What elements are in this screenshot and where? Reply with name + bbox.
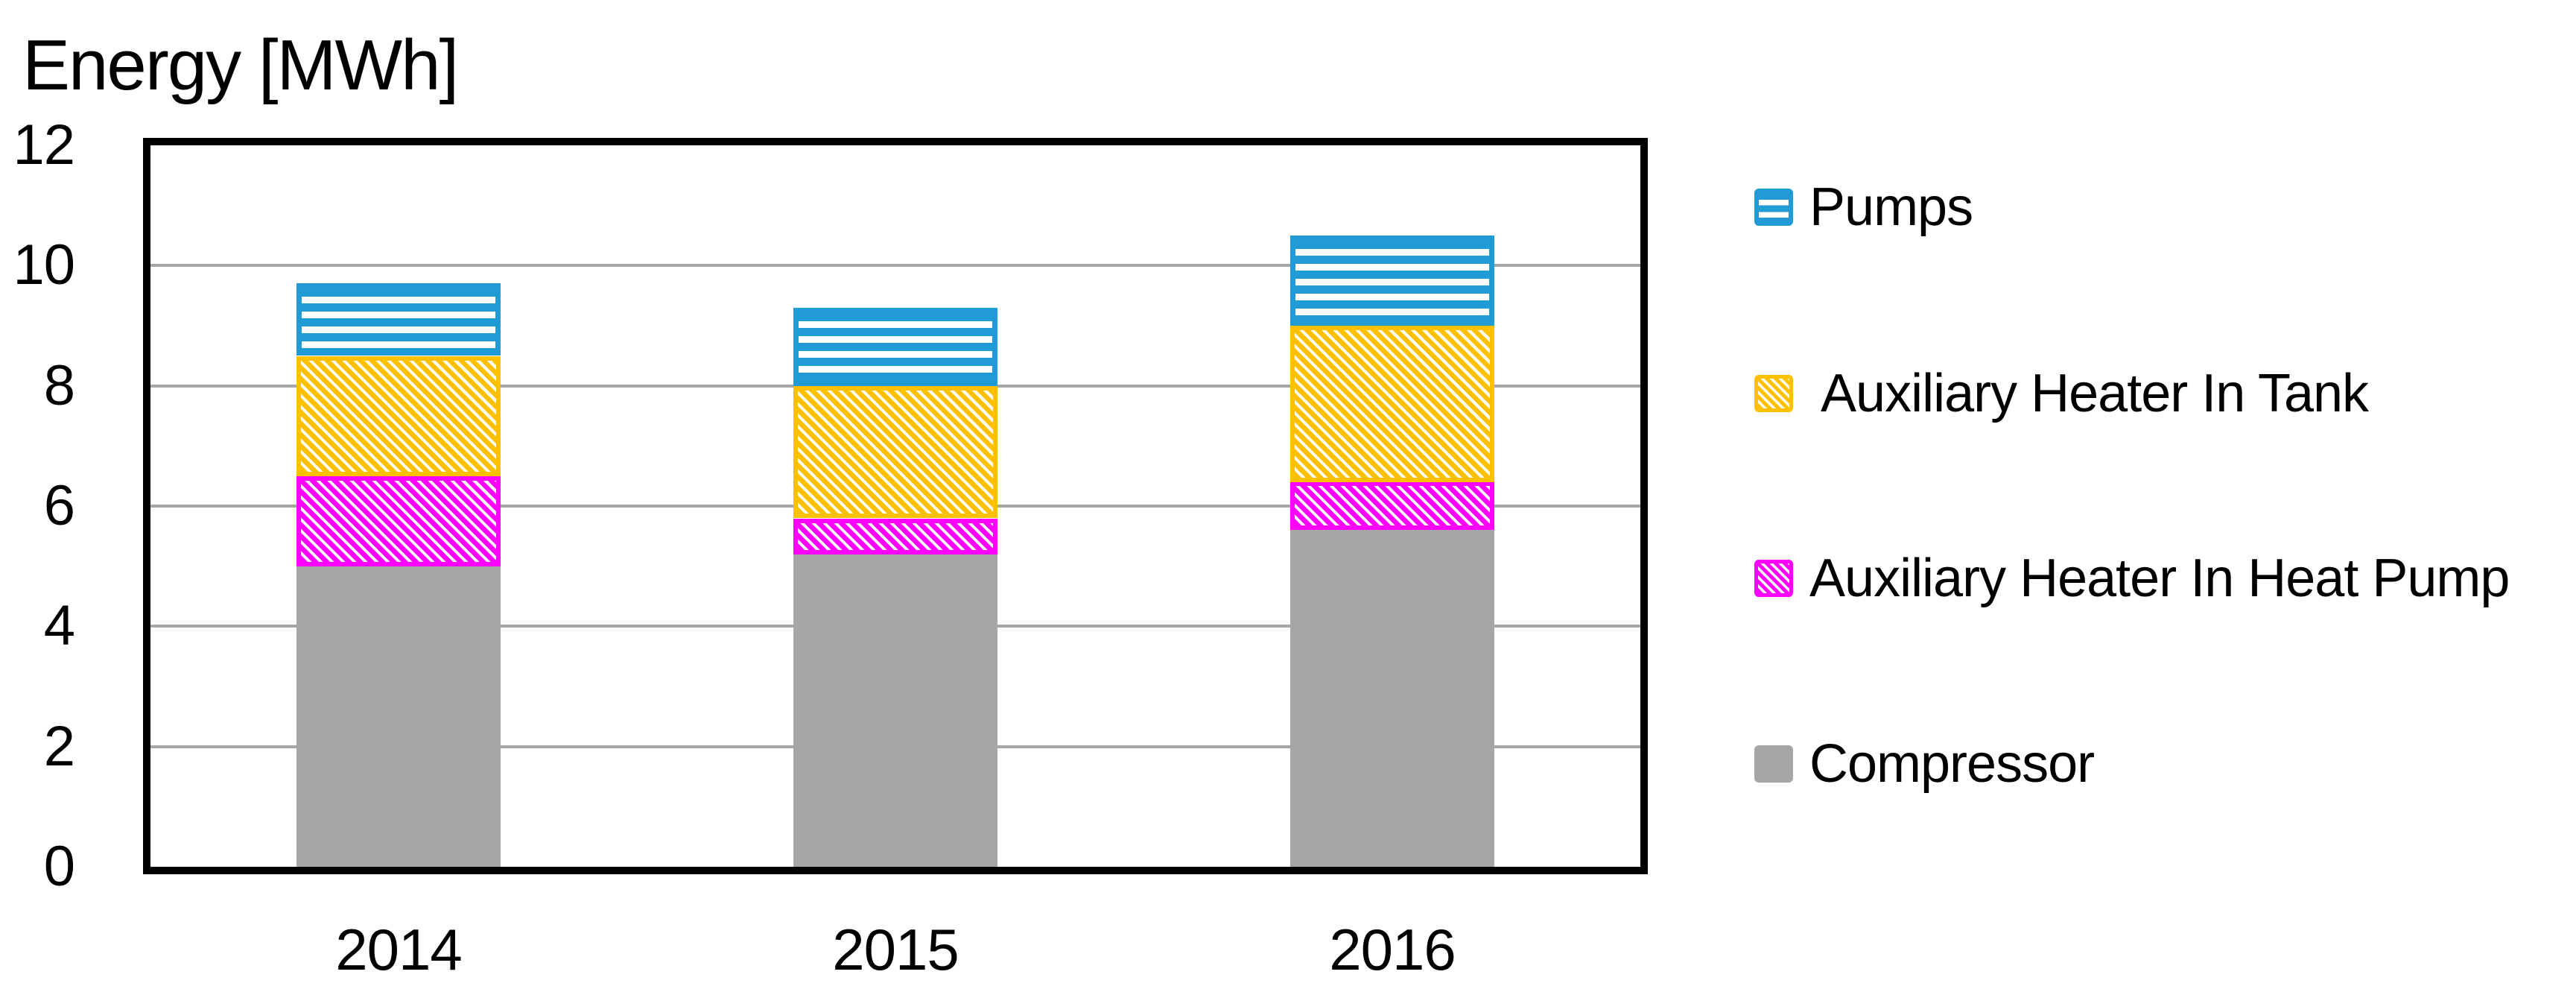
- bar-2016-segment-auxiliary-heater-in-heat-pump: [1290, 481, 1494, 530]
- bar-2016-segment-pumps: [1290, 236, 1494, 326]
- y-axis-tick-4: 4: [43, 594, 75, 657]
- x-axis-label-2015: 2015: [832, 917, 959, 982]
- bar-2015: [793, 145, 997, 867]
- legend-swatch-auxiliary-heater-in-tank: [1754, 375, 1793, 412]
- legend-swatch-pumps: [1754, 189, 1793, 226]
- legend-swatch-compressor: [1754, 745, 1793, 783]
- bar-2015-segment-auxiliary-heater-in-tank: [793, 386, 997, 518]
- y-axis-tick-10: 10: [13, 233, 75, 297]
- bar-2015-segment-auxiliary-heater-in-heat-pump: [793, 519, 997, 555]
- chart-title: Energy [MWh]: [22, 25, 459, 105]
- legend-label-auxiliary-heater-in-tank: Auxiliary Heater In Tank: [1809, 364, 2369, 423]
- bar-2014-segment-auxiliary-heater-in-tank: [296, 356, 501, 476]
- legend-item-auxiliary-heater-in-tank: Auxiliary Heater In Tank: [1754, 364, 2369, 423]
- plot-inner: [150, 145, 1640, 867]
- legend-swatch-auxiliary-heater-in-heat-pump: [1754, 560, 1793, 597]
- legend-label-pumps: Pumps: [1809, 177, 1973, 237]
- bar-2014-segment-pumps: [296, 283, 501, 356]
- y-axis-tick-8: 8: [43, 354, 75, 417]
- legend-item-compressor: Compressor: [1754, 734, 2095, 794]
- legend-label-compressor: Compressor: [1809, 734, 2095, 794]
- bar-2016-segment-auxiliary-heater-in-tank: [1290, 326, 1494, 482]
- y-axis-tick-0: 0: [43, 835, 75, 898]
- bar-2015-segment-compressor: [793, 555, 997, 867]
- y-axis-tick-2: 2: [43, 715, 75, 778]
- bar-2014: [296, 145, 501, 867]
- legend-label-auxiliary-heater-in-heat-pump: Auxiliary Heater In Heat Pump: [1809, 549, 2510, 608]
- bar-2014-segment-auxiliary-heater-in-heat-pump: [296, 476, 501, 566]
- x-axis-label-2014: 2014: [335, 917, 463, 982]
- plot-area: [143, 138, 1648, 874]
- bar-2014-segment-compressor: [296, 566, 501, 867]
- legend-item-pumps: Pumps: [1754, 179, 1973, 236]
- gridline-y-10: [150, 264, 1640, 268]
- bar-2015-segment-pumps: [793, 308, 997, 386]
- y-axis-tick-6: 6: [43, 474, 75, 537]
- x-axis-label-2016: 2016: [1329, 917, 1456, 982]
- legend-item-auxiliary-heater-in-heat-pump: Auxiliary Heater In Heat Pump: [1754, 549, 2510, 608]
- y-axis-tick-12: 12: [13, 113, 75, 177]
- bar-2016: [1290, 145, 1494, 867]
- bar-2016-segment-compressor: [1290, 530, 1494, 867]
